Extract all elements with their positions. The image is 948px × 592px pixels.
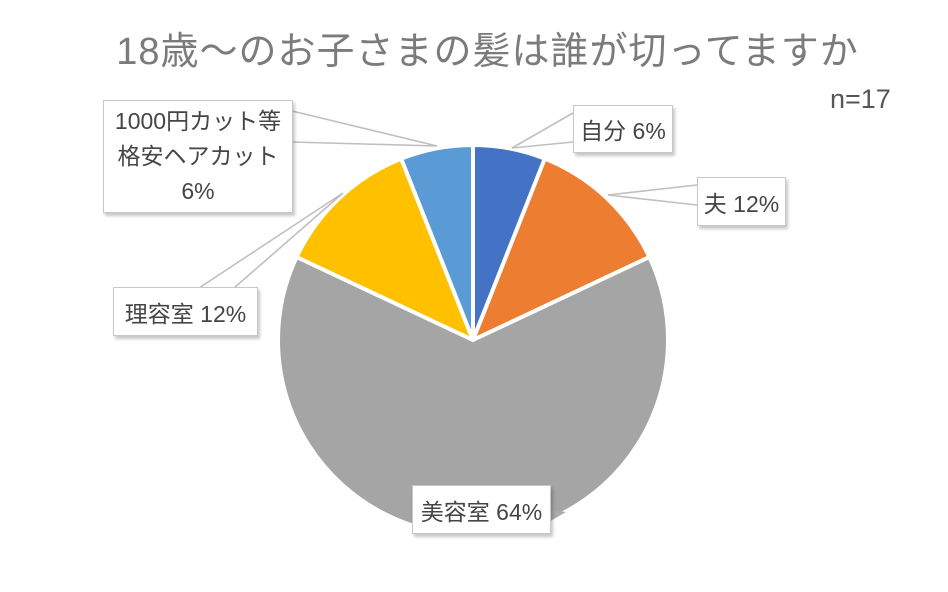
callout-cheap-cut-line2: 格安ヘアカット [117,143,279,169]
callout-husband-label: 夫 12% [703,190,780,217]
leader-line-husband [607,184,698,206]
pie-slice-barber [294,156,475,342]
callout-box-cheap-cut: 1000円カット等 格安ヘアカット 6% [103,100,293,213]
leader-line-self [511,112,574,149]
chart-title: 18歳〜のお子さまの髪は誰が切ってますか [116,31,859,73]
pie-slices-group [276,143,670,538]
pie-slice-beauty-salon [276,255,670,538]
pie-slice-husband [471,156,652,342]
callout-box-barber: 理容室 12% [113,287,258,336]
leader-line-cheap-cut [290,110,438,147]
callout-box-husband: 夫 12% [697,177,786,226]
pie-slice-cheap-cut [399,143,475,342]
callout-cheap-cut-line1: 1000円カット等 [114,108,282,134]
callout-self-label: 自分 6% [580,118,666,144]
callout-cheap-cut-line3: 6% [181,178,215,204]
callout-box-self: 自分 6% [573,105,673,153]
leader-line-barber [198,192,344,289]
sample-size-note: n=17 [830,84,891,114]
callout-box-beauty-salon: 美容室 64% [412,485,551,534]
callout-barber-label: 理容室 12% [124,300,247,327]
callout-beauty-salon-label: 美容室 64% [420,498,543,525]
